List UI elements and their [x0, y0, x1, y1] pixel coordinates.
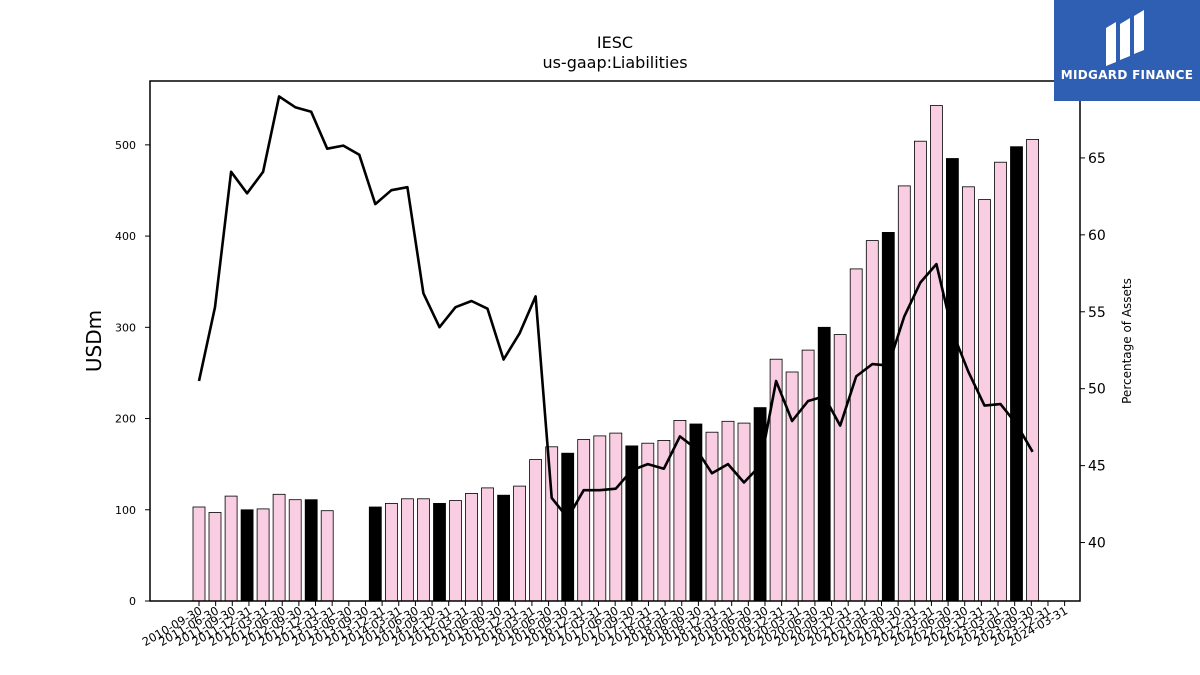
- y2-axis-label: Percentage of Assets: [1120, 278, 1134, 404]
- bar: [962, 186, 975, 602]
- bar: [208, 512, 222, 602]
- bar-series: [192, 105, 1039, 602]
- bar: [320, 510, 334, 602]
- bar: [833, 334, 847, 602]
- y-tick-label: 200: [115, 413, 136, 426]
- bar: [914, 140, 927, 602]
- y-tick-label: 300: [115, 321, 136, 334]
- bar: [657, 439, 671, 602]
- bar: [849, 268, 863, 602]
- bar: [272, 493, 286, 602]
- bar: [416, 498, 430, 602]
- y-tick-label: 400: [115, 230, 136, 243]
- bar: [801, 349, 815, 602]
- bar: [593, 435, 607, 602]
- y2-tick-label: 65: [1088, 151, 1106, 167]
- bar: [930, 105, 943, 602]
- y2-tick-label: 60: [1088, 228, 1106, 244]
- logo-mark-icon: [1106, 10, 1144, 66]
- chart-title: IESC: [597, 33, 633, 52]
- logo-text: MIDGARD FINANCE: [1060, 68, 1194, 82]
- y2-tick-label: 45: [1088, 459, 1106, 475]
- bar: [240, 509, 254, 602]
- bar: [400, 498, 414, 602]
- bar: [481, 487, 494, 602]
- bar: [737, 422, 751, 602]
- bar: [897, 185, 911, 602]
- bar: [304, 499, 318, 602]
- y-tick-label: 0: [129, 595, 136, 608]
- bar: [1026, 138, 1039, 602]
- bar: [465, 492, 478, 602]
- bar: [769, 358, 783, 602]
- bar: [865, 240, 879, 602]
- y-axis-label: USDm: [82, 310, 106, 372]
- chart-subtitle: us-gaap:Liabilities: [542, 53, 687, 72]
- line-series: [197, 95, 1034, 520]
- bar: [946, 158, 959, 602]
- bar: [192, 506, 206, 602]
- y-tick-label: 500: [115, 139, 136, 152]
- bar: [384, 502, 398, 602]
- bar: [529, 459, 542, 602]
- line-path: [197, 95, 1034, 520]
- bar: [256, 508, 270, 602]
- y2-tick-label: 55: [1088, 305, 1106, 321]
- bar: [881, 231, 895, 602]
- bar: [433, 502, 446, 602]
- bar: [368, 506, 382, 602]
- bar: [609, 432, 623, 602]
- bar: [978, 199, 991, 602]
- bar: [224, 495, 238, 602]
- y-tick-label: 100: [115, 504, 136, 517]
- bar: [817, 326, 831, 602]
- y2-tick-label: 50: [1088, 382, 1106, 398]
- axes: 01002003004005004045505560652010-09-3020…: [115, 80, 1106, 649]
- bar: [994, 161, 1007, 602]
- bar: [721, 420, 735, 602]
- brand-logo: MIDGARD FINANCE: [1054, 0, 1200, 101]
- bar: [497, 494, 511, 602]
- bar: [449, 500, 462, 602]
- bar: [561, 452, 575, 602]
- bar: [545, 446, 559, 602]
- bar: [705, 431, 719, 602]
- bar: [1010, 146, 1023, 602]
- bar: [513, 485, 526, 602]
- bar: [288, 499, 302, 602]
- bar: [785, 371, 799, 602]
- y2-tick-label: 40: [1088, 536, 1106, 552]
- bar: [577, 439, 591, 602]
